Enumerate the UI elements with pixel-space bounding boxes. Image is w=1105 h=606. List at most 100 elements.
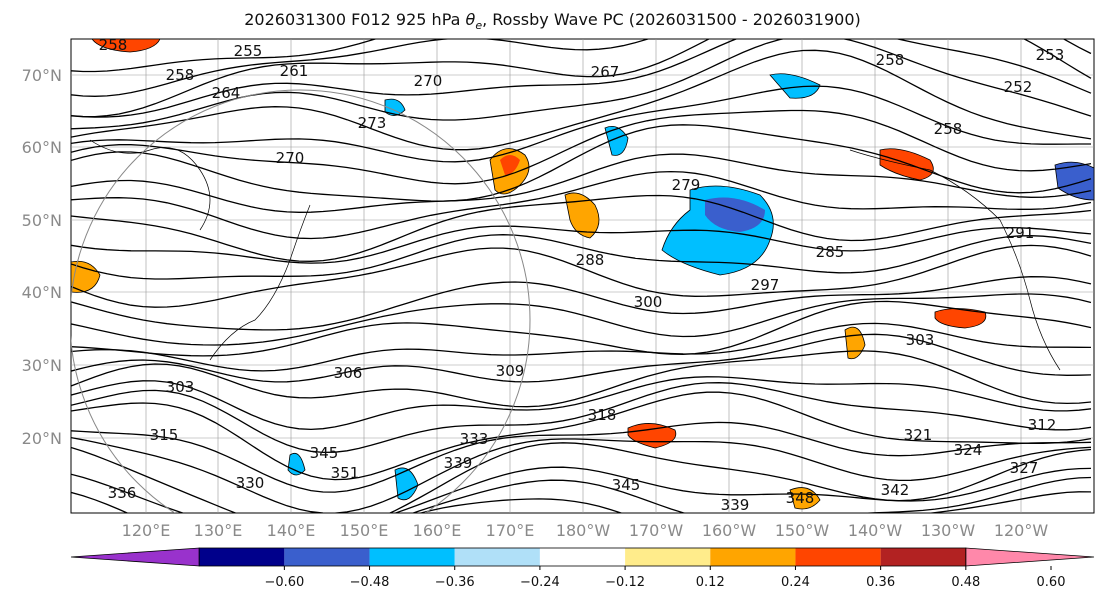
longitude-label: 180°W bbox=[556, 521, 611, 540]
theta-e-contour-line bbox=[71, 234, 1092, 280]
contour-label: 333 bbox=[460, 430, 489, 448]
longitude-label: 120°E bbox=[122, 521, 171, 540]
shade-negative bbox=[604, 125, 629, 156]
contour-label: 312 bbox=[1028, 416, 1057, 434]
contour-label: 285 bbox=[816, 243, 845, 261]
contour-label: 345 bbox=[612, 476, 641, 494]
theta-e-contour-line bbox=[71, 421, 1092, 493]
theta-e-contour-line bbox=[71, 350, 1092, 408]
longitude-label: 170°E bbox=[486, 521, 535, 540]
contour-label: 258 bbox=[934, 120, 963, 138]
contour-label: 258 bbox=[99, 36, 128, 54]
contour-label: 255 bbox=[234, 42, 263, 60]
contour-label: 270 bbox=[276, 149, 305, 167]
theta-e-contour-line bbox=[71, 382, 1092, 454]
great-circle-outline bbox=[71, 89, 531, 513]
coastline bbox=[849, 149, 1061, 371]
shade-strong-negative bbox=[705, 197, 765, 232]
shade-positive bbox=[564, 192, 600, 239]
contour-label: 309 bbox=[496, 362, 525, 380]
colorbar-tick-label: 0.60 bbox=[1037, 575, 1066, 590]
contour-label: 330 bbox=[236, 474, 265, 492]
longitude-label: 160°E bbox=[413, 521, 462, 540]
coastline bbox=[89, 139, 211, 231]
theta-e-contour-line bbox=[71, 194, 1092, 262]
title-text: 2026031300 F012 925 hPa bbox=[244, 10, 466, 29]
theta-e-contour-line bbox=[71, 293, 1092, 346]
contour-label: 303 bbox=[166, 378, 195, 396]
longitude-label: 150°E bbox=[340, 521, 389, 540]
theta-e-contour-line bbox=[71, 49, 1092, 151]
theta-e-contour-line bbox=[71, 436, 1092, 513]
longitude-label: 130°W bbox=[921, 521, 976, 540]
colorbar-extend-max bbox=[965, 547, 1095, 567]
latitude-label: 40°N bbox=[22, 283, 62, 302]
theta-e-contour-line bbox=[71, 244, 1092, 308]
theta-e-contour-line bbox=[71, 225, 1092, 264]
rossby-wave-pc-shading bbox=[71, 39, 1094, 510]
theta-e-contour-line bbox=[71, 442, 1092, 513]
contour-label: 348 bbox=[786, 489, 815, 507]
coastline bbox=[209, 204, 311, 361]
contour-label: 336 bbox=[108, 484, 137, 502]
contour-label: 321 bbox=[904, 426, 933, 444]
colorbar-bin bbox=[795, 548, 881, 566]
colorbar-tick-label: −0.36 bbox=[435, 575, 475, 590]
shade-negative bbox=[384, 98, 406, 116]
longitude-labels: 120°E 130°E 140°E 150°E 160°E 170°E 180°W 170°W… bbox=[122, 521, 1049, 540]
colorbar-tick-label: 0.36 bbox=[866, 575, 895, 590]
colorbar-tick-label: −0.48 bbox=[350, 575, 390, 590]
theta-e-contour-line bbox=[418, 491, 1092, 513]
longitude-label: 160°W bbox=[702, 521, 757, 540]
longitude-label: 130°E bbox=[194, 521, 243, 540]
theta-e-contour-line bbox=[71, 476, 1092, 513]
theta-e-contour-line bbox=[71, 39, 1092, 118]
colorbar-tick-label: −0.60 bbox=[264, 575, 304, 590]
colorbar-bin bbox=[625, 548, 711, 566]
contour-label: 339 bbox=[444, 454, 473, 472]
contour-label: 273 bbox=[358, 114, 387, 132]
colorbar-tick-label: −0.24 bbox=[520, 575, 560, 590]
theta-e-contour-line bbox=[71, 300, 1092, 357]
contour-label: 315 bbox=[150, 426, 179, 444]
colorbar-bin bbox=[284, 548, 370, 566]
theta-e-contour-line bbox=[71, 376, 1092, 431]
colorbar: −0.60 −0.48 −0.36 −0.24 −0.12 0.12 0.24 0.36 0.4… bbox=[70, 547, 1095, 590]
latitude-labels: 70°N 60°N 50°N 40°N 30°N 20°N bbox=[22, 66, 62, 448]
latitude-label: 20°N bbox=[22, 429, 62, 448]
theta-e-contour-line bbox=[71, 39, 378, 73]
colorbar-bin bbox=[710, 548, 796, 566]
shade-negative bbox=[769, 73, 821, 99]
theta-e-contour-line bbox=[71, 109, 1092, 185]
contour-label: 288 bbox=[576, 251, 605, 269]
contour-label: 253 bbox=[1036, 46, 1065, 64]
theta-e-contour-line bbox=[71, 391, 1092, 481]
title-subscript: e bbox=[475, 19, 483, 33]
contour-label: 303 bbox=[906, 331, 935, 349]
longitude-label: 140°W bbox=[848, 521, 903, 540]
shade-negative bbox=[1054, 161, 1094, 201]
shade-positive bbox=[71, 260, 101, 293]
coastlines bbox=[89, 139, 1061, 371]
colorbar-extend-min bbox=[70, 547, 200, 567]
theta-e-contour-line bbox=[71, 170, 1092, 240]
theta-e-contour-line bbox=[71, 466, 1092, 513]
longitude-label: 140°E bbox=[267, 521, 316, 540]
contour-label: 318 bbox=[588, 406, 617, 424]
colorbar-bin bbox=[454, 548, 540, 566]
theta-e-contour-line bbox=[71, 85, 1091, 163]
contour-label: 306 bbox=[334, 364, 363, 382]
theta-e-contour-line bbox=[71, 39, 1092, 118]
contour-label: 258 bbox=[876, 51, 905, 69]
contour-label: 342 bbox=[881, 481, 910, 499]
map-title: 2026031300 F012 925 hPa θe, Rossby Wave … bbox=[0, 10, 1105, 32]
colorbar-tick-label: −0.12 bbox=[605, 575, 645, 590]
contour-label: 291 bbox=[1006, 224, 1035, 242]
contour-label: 297 bbox=[751, 276, 780, 294]
contour-label: 345 bbox=[310, 444, 339, 462]
contour-label: 300 bbox=[634, 293, 663, 311]
contour-label: 327 bbox=[1010, 459, 1039, 477]
longitude-label: 120°W bbox=[994, 521, 1049, 540]
